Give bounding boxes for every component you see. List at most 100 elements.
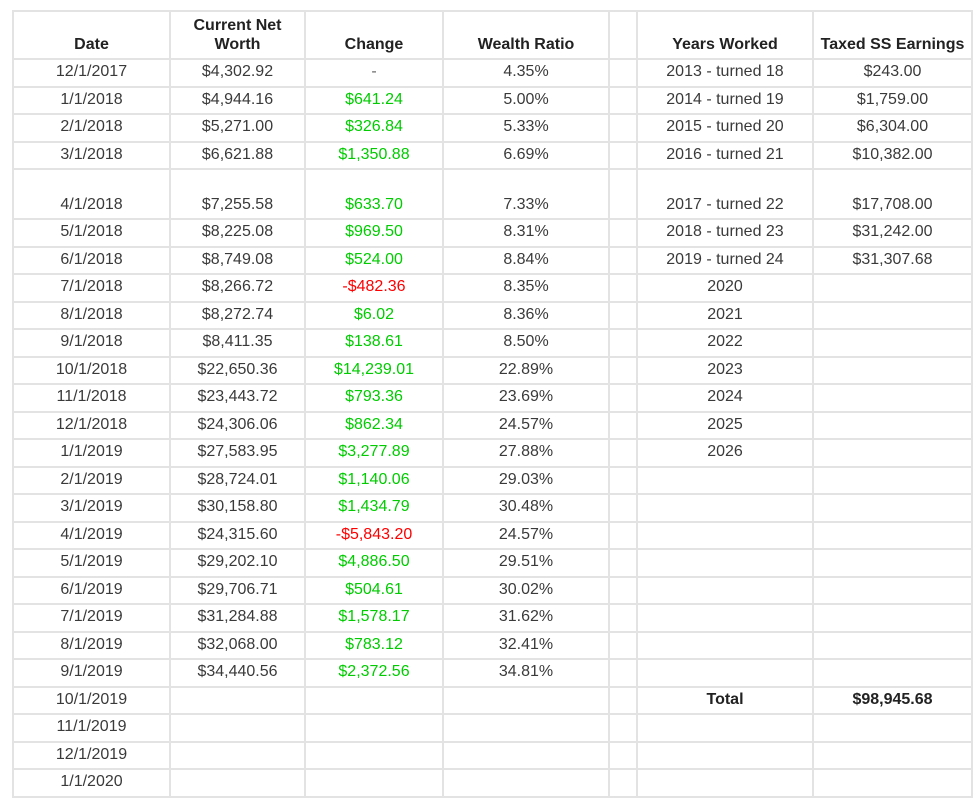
cell-taxed-ss-earnings[interactable]: $6,304.00 xyxy=(812,113,973,143)
cell-taxed-ss-earnings[interactable] xyxy=(812,520,973,550)
cell-current-net-worth[interactable] xyxy=(169,685,306,715)
col-header-taxed-ss-earnings[interactable]: Taxed SS Earnings xyxy=(812,10,973,60)
cell-date[interactable]: 5/1/2018 xyxy=(12,218,171,248)
cell-date[interactable]: 10/1/2018 xyxy=(12,355,171,385)
cell-taxed-ss-earnings[interactable]: $1,759.00 xyxy=(812,85,973,115)
cell-current-net-worth[interactable]: $24,306.06 xyxy=(169,410,306,440)
cell-taxed-ss-earnings[interactable] xyxy=(812,383,973,413)
cell-spacer[interactable] xyxy=(608,58,638,88)
cell-taxed-ss-earnings[interactable] xyxy=(812,328,973,358)
cell-wealth-ratio[interactable]: 27.88% xyxy=(442,438,610,468)
cell-current-net-worth[interactable]: $4,944.16 xyxy=(169,85,306,115)
cell-wealth-ratio[interactable]: 32.41% xyxy=(442,630,610,660)
cell-change[interactable]: $14,239.01 xyxy=(304,355,444,385)
cell-change[interactable]: $641.24 xyxy=(304,85,444,115)
cell-years-worked[interactable] xyxy=(636,493,814,523)
cell-spacer[interactable] xyxy=(608,410,638,440)
cell-change[interactable]: $1,350.88 xyxy=(304,140,444,170)
cell-current-net-worth[interactable]: $31,284.88 xyxy=(169,603,306,633)
cell-taxed-ss-earnings[interactable] xyxy=(812,603,973,633)
cell-years-worked[interactable]: 2015 - turned 20 xyxy=(636,113,814,143)
cell-date[interactable]: 5/1/2019 xyxy=(12,548,171,578)
cell-years-worked[interactable]: 2026 xyxy=(636,438,814,468)
cell-current-net-worth[interactable]: $5,271.00 xyxy=(169,113,306,143)
cell-date[interactable]: 10/1/2019 xyxy=(12,685,171,715)
cell-spacer[interactable] xyxy=(608,603,638,633)
cell-change[interactable]: -$5,843.20 xyxy=(304,520,444,550)
cell-wealth-ratio[interactable]: 7.33% xyxy=(442,168,610,220)
cell-taxed-ss-earnings[interactable]: $17,708.00 xyxy=(812,168,973,220)
cell-date[interactable]: 3/1/2019 xyxy=(12,493,171,523)
cell-date[interactable]: 7/1/2019 xyxy=(12,603,171,633)
cell-spacer[interactable] xyxy=(608,168,638,220)
cell-years-worked[interactable]: 2023 xyxy=(636,355,814,385)
cell-current-net-worth[interactable]: $8,411.35 xyxy=(169,328,306,358)
cell-date[interactable]: 6/1/2018 xyxy=(12,245,171,275)
col-header-current-net-worth[interactable]: Current Net Worth xyxy=(169,10,306,60)
cell-date[interactable]: 3/1/2018 xyxy=(12,140,171,170)
cell-taxed-ss-earnings[interactable] xyxy=(812,273,973,303)
cell-change[interactable]: $633.70 xyxy=(304,168,444,220)
cell-wealth-ratio[interactable]: 6.69% xyxy=(442,140,610,170)
cell-date[interactable]: 1/1/2018 xyxy=(12,85,171,115)
cell-change[interactable]: $1,578.17 xyxy=(304,603,444,633)
cell-date[interactable]: 11/1/2018 xyxy=(12,383,171,413)
cell-taxed-ss-earnings[interactable] xyxy=(812,438,973,468)
cell-spacer[interactable] xyxy=(608,245,638,275)
cell-spacer[interactable] xyxy=(608,630,638,660)
cell-change[interactable]: $504.61 xyxy=(304,575,444,605)
cell-spacer[interactable] xyxy=(608,658,638,688)
cell-taxed-ss-earnings[interactable] xyxy=(812,300,973,330)
cell-current-net-worth[interactable] xyxy=(169,740,306,770)
cell-date[interactable]: 2/1/2019 xyxy=(12,465,171,495)
cell-spacer[interactable] xyxy=(608,355,638,385)
cell-date[interactable]: 2/1/2018 xyxy=(12,113,171,143)
cell-spacer[interactable] xyxy=(608,768,638,798)
cell-change[interactable] xyxy=(304,768,444,798)
cell-spacer[interactable] xyxy=(608,493,638,523)
cell-wealth-ratio[interactable]: 24.57% xyxy=(442,410,610,440)
cell-wealth-ratio[interactable]: 24.57% xyxy=(442,520,610,550)
cell-change[interactable]: $793.36 xyxy=(304,383,444,413)
cell-date[interactable]: 12/1/2018 xyxy=(12,410,171,440)
cell-years-worked[interactable]: 2020 xyxy=(636,273,814,303)
cell-years-worked[interactable]: 2022 xyxy=(636,328,814,358)
cell-wealth-ratio[interactable]: 5.00% xyxy=(442,85,610,115)
cell-date[interactable]: 11/1/2019 xyxy=(12,713,171,743)
cell-date[interactable]: 1/1/2019 xyxy=(12,438,171,468)
cell-wealth-ratio[interactable]: 8.50% xyxy=(442,328,610,358)
cell-change[interactable] xyxy=(304,685,444,715)
cell-taxed-ss-earnings[interactable] xyxy=(812,768,973,798)
cell-taxed-ss-earnings[interactable] xyxy=(812,740,973,770)
cell-years-worked[interactable] xyxy=(636,575,814,605)
cell-current-net-worth[interactable]: $8,272.74 xyxy=(169,300,306,330)
cell-current-net-worth[interactable]: $7,255.58 xyxy=(169,168,306,220)
cell-change[interactable]: $783.12 xyxy=(304,630,444,660)
cell-current-net-worth[interactable]: $32,068.00 xyxy=(169,630,306,660)
cell-wealth-ratio[interactable]: 23.69% xyxy=(442,383,610,413)
cell-current-net-worth[interactable]: $23,443.72 xyxy=(169,383,306,413)
cell-current-net-worth[interactable]: $24,315.60 xyxy=(169,520,306,550)
cell-current-net-worth[interactable]: $8,266.72 xyxy=(169,273,306,303)
cell-wealth-ratio[interactable]: 8.84% xyxy=(442,245,610,275)
cell-change[interactable]: -$482.36 xyxy=(304,273,444,303)
cell-wealth-ratio[interactable]: 8.36% xyxy=(442,300,610,330)
cell-change[interactable]: $1,140.06 xyxy=(304,465,444,495)
cell-change[interactable]: $6.02 xyxy=(304,300,444,330)
cell-date[interactable]: 8/1/2018 xyxy=(12,300,171,330)
cell-wealth-ratio[interactable]: 22.89% xyxy=(442,355,610,385)
cell-date[interactable]: 7/1/2018 xyxy=(12,273,171,303)
cell-years-worked[interactable]: 2024 xyxy=(636,383,814,413)
cell-spacer[interactable] xyxy=(608,273,638,303)
cell-date[interactable]: 12/1/2017 xyxy=(12,58,171,88)
cell-current-net-worth[interactable]: $29,706.71 xyxy=(169,575,306,605)
cell-taxed-ss-earnings[interactable]: $243.00 xyxy=(812,58,973,88)
cell-spacer[interactable] xyxy=(608,575,638,605)
cell-wealth-ratio[interactable]: 29.51% xyxy=(442,548,610,578)
cell-wealth-ratio[interactable] xyxy=(442,740,610,770)
cell-spacer[interactable] xyxy=(608,685,638,715)
col-header-years-worked[interactable]: Years Worked xyxy=(636,10,814,60)
cell-date[interactable]: 4/1/2018 xyxy=(12,168,171,220)
cell-date[interactable]: 9/1/2019 xyxy=(12,658,171,688)
cell-change[interactable]: $862.34 xyxy=(304,410,444,440)
